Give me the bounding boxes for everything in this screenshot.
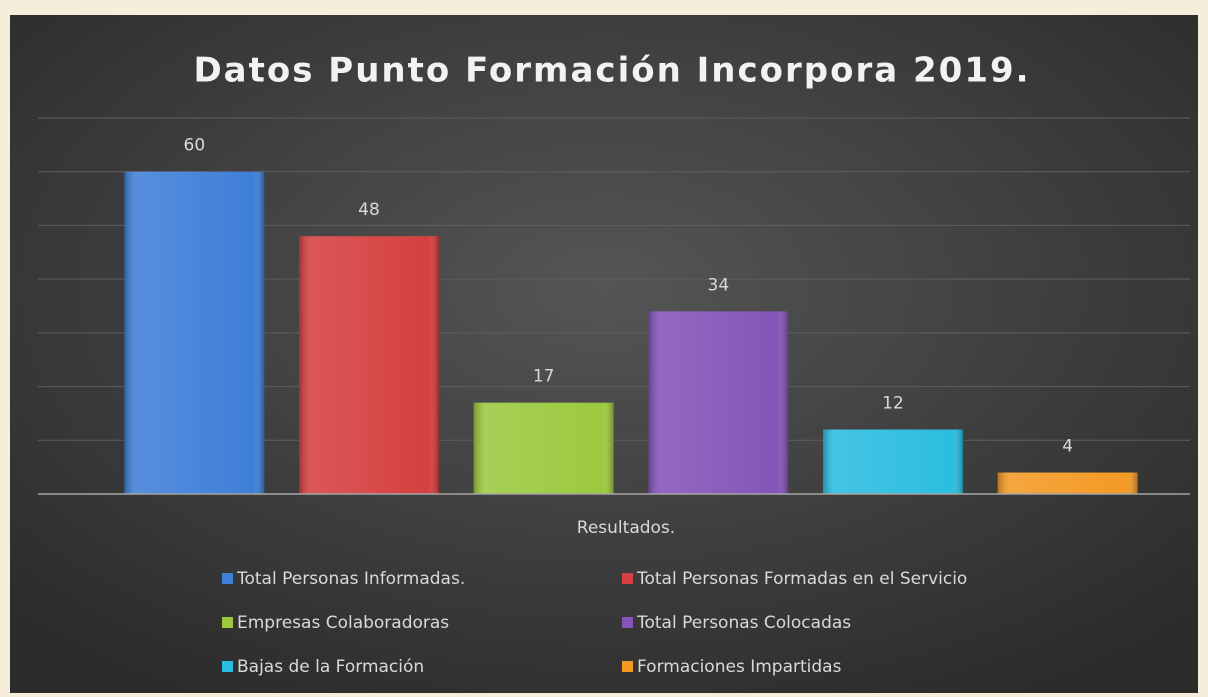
bar-shine: [997, 472, 1138, 494]
legend-label: Total Personas Informadas.: [236, 569, 465, 589]
bar-shine: [648, 311, 789, 494]
x-tick-label: Resultados.: [577, 518, 675, 538]
data-label: 60: [184, 136, 206, 156]
legend-marker: [222, 573, 233, 584]
data-label: 4: [1062, 437, 1073, 457]
legend-label: Empresas Colaboradoras: [237, 613, 449, 633]
legend-label: Total Personas Formadas en el Servicio: [636, 569, 967, 589]
legend-marker: [622, 617, 633, 628]
data-label: 17: [533, 367, 555, 387]
legend-label: Total Personas Colocadas: [636, 613, 851, 633]
legend-marker: [222, 661, 233, 672]
legend-marker: [222, 617, 233, 628]
legend-label: Formaciones Impartidas: [637, 657, 842, 677]
bar-shine: [299, 236, 439, 494]
bar-shine: [823, 429, 963, 494]
data-label: 12: [882, 394, 904, 414]
data-label: 48: [358, 200, 380, 220]
legend-label: Bajas de la Formación: [237, 657, 424, 677]
bar-shine: [124, 171, 265, 494]
legend-marker: [622, 661, 633, 672]
legend-marker: [622, 573, 633, 584]
bar-shine: [473, 402, 614, 494]
data-label: 34: [708, 275, 730, 295]
chart-title: Datos Punto Formación Incorpora 2019.: [193, 51, 1030, 91]
